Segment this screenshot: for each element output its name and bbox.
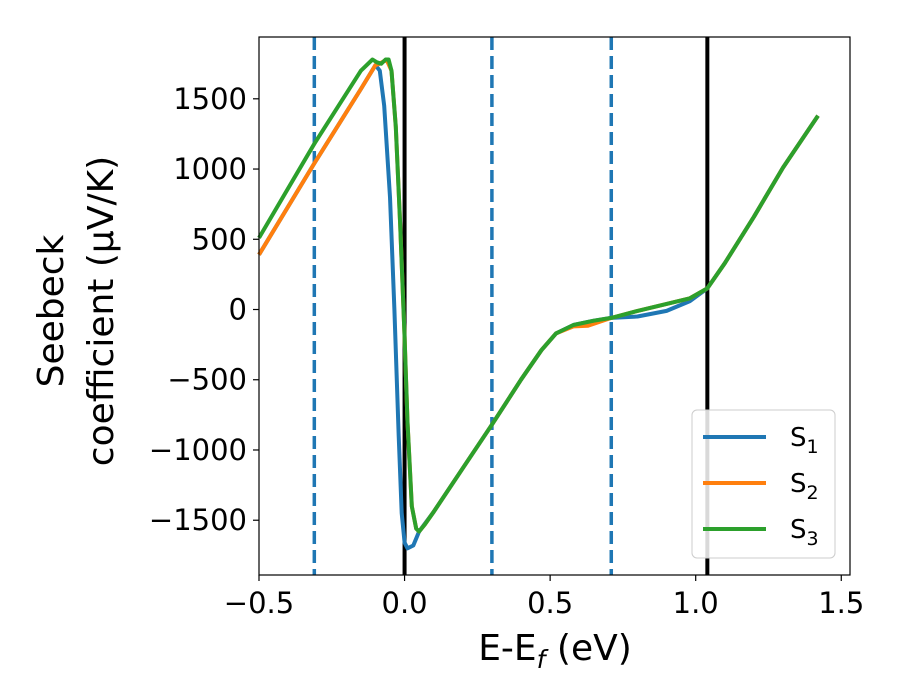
series-lines [257, 57, 820, 551]
y-tick-label-3: 0 [229, 293, 247, 327]
legend-label-sub-3: 3 [807, 528, 819, 550]
legend-label-2: S2 [790, 469, 819, 504]
legend-label-3: S3 [790, 515, 819, 550]
legend-label-main-2: S [790, 469, 807, 499]
x-tick-label-0: −0.5 [224, 586, 294, 620]
x-tick-label-2: 0.5 [527, 586, 573, 620]
legend-label-sub-2: 2 [807, 482, 819, 504]
x-axis-label: E-Ef (eV) [478, 628, 632, 674]
y-axis-label: Seebeck coefficient (μV/K) [31, 156, 122, 466]
legend-label-sub-1: 1 [807, 436, 819, 458]
y-tick-label-4: −500 [167, 363, 247, 397]
legend-label-1: S1 [790, 423, 819, 458]
y-tick-label-5: −1000 [149, 433, 247, 467]
y-axis-label-line2: coefficient (μV/K) [81, 156, 122, 466]
x-tick-label-1: 0.0 [382, 586, 428, 620]
y-tick-label-0: 1500 [173, 82, 247, 116]
legend-label-main-3: S [790, 515, 807, 545]
x-ticks: −0.5 0.0 0.5 1.0 1.5 [224, 575, 864, 620]
y-axis-label-line1: Seebeck [31, 234, 72, 387]
y-tick-label-6: −1500 [149, 503, 247, 537]
y-tick-label-2: 500 [192, 222, 247, 256]
legend-label-main-1: S [790, 423, 807, 453]
x-axis-label-main: E-E [478, 628, 536, 669]
x-tick-label-4: 1.5 [818, 586, 864, 620]
y-tick-label-1: 1000 [173, 152, 247, 186]
reference-lines [312, 37, 710, 575]
series-line-3 [257, 57, 820, 534]
x-axis-label-tail: (eV) [545, 628, 631, 669]
x-tick-label-3: 1.0 [673, 586, 719, 620]
y-ticks: 1500 1000 500 0 −500 −1000 −1500 [149, 82, 259, 537]
plot-frame [258, 36, 851, 576]
